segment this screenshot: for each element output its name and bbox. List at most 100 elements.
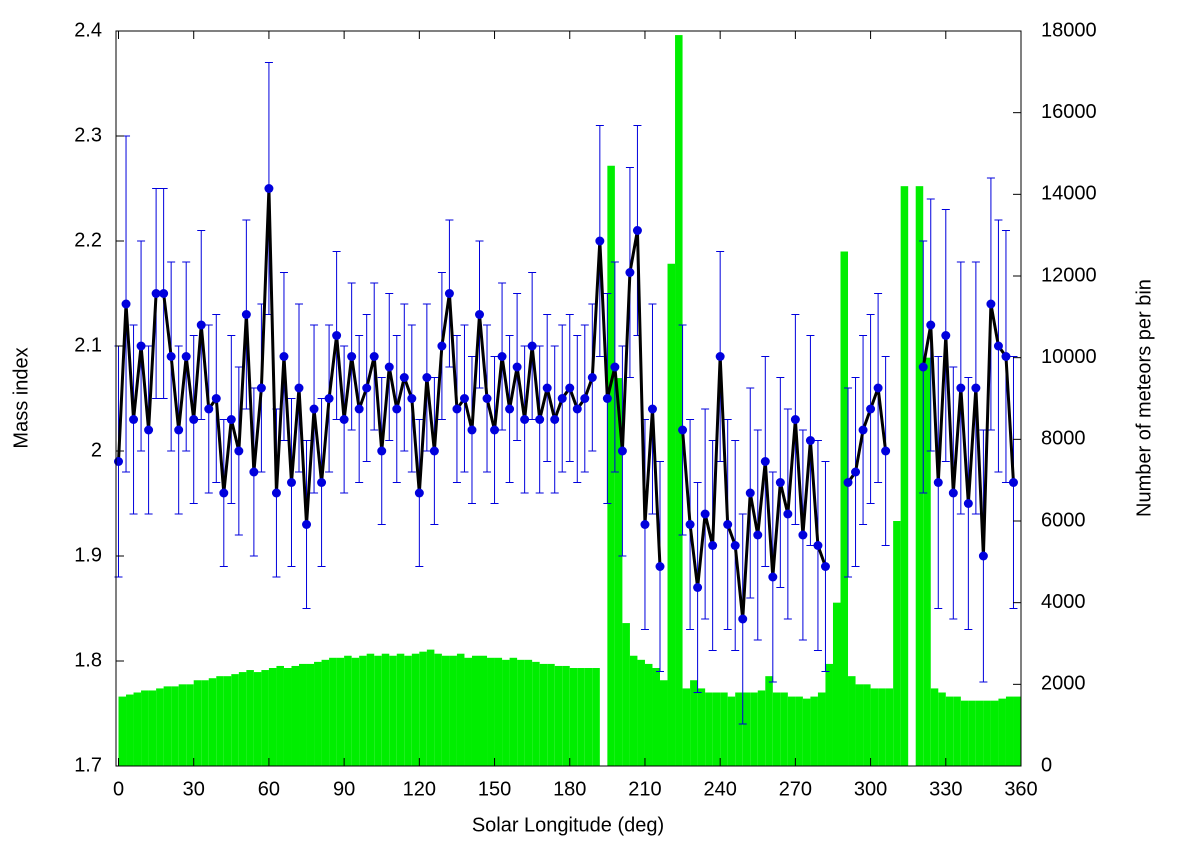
point <box>166 352 176 361</box>
point <box>971 383 981 393</box>
point <box>805 436 815 445</box>
point <box>632 226 642 235</box>
y-tick-label: 2 <box>91 439 102 461</box>
x-tick-label: 180 <box>553 778 586 800</box>
y2-tick-label: 2000 <box>1041 673 1086 695</box>
point <box>407 394 417 403</box>
point <box>362 383 372 393</box>
point <box>655 562 665 571</box>
count-bar <box>757 690 766 766</box>
count-bar <box>201 680 209 766</box>
point <box>768 572 778 582</box>
count-bar <box>682 688 691 766</box>
count-bar <box>509 657 518 766</box>
count-bar <box>374 655 382 766</box>
point <box>820 562 830 571</box>
count-bar <box>434 653 442 766</box>
count-bar <box>780 692 788 766</box>
point <box>429 446 439 456</box>
count-bar <box>464 657 472 766</box>
point <box>286 478 296 487</box>
point <box>798 530 808 540</box>
count-bar <box>171 686 179 766</box>
count-bar <box>893 521 901 766</box>
point <box>617 446 627 456</box>
y-tick-label: 2.2 <box>74 229 102 251</box>
count-bar <box>622 623 630 766</box>
point <box>843 478 853 487</box>
plot-frame <box>115 30 1022 767</box>
count-bar <box>607 165 615 766</box>
point <box>377 446 387 456</box>
point <box>775 478 785 487</box>
count-bar <box>524 659 533 766</box>
count-bar <box>705 692 713 766</box>
count-bar <box>945 696 954 766</box>
point <box>602 394 612 403</box>
point <box>151 289 161 298</box>
count-bar <box>697 688 706 766</box>
point <box>422 373 432 382</box>
point <box>738 614 748 624</box>
point <box>226 415 236 424</box>
count-bar <box>411 653 420 766</box>
count-bar <box>855 684 864 766</box>
point <box>211 394 221 403</box>
point <box>196 320 206 330</box>
point <box>993 341 1003 351</box>
count-bar <box>268 668 277 766</box>
point <box>760 457 770 466</box>
count-bar <box>193 680 202 766</box>
count-bar <box>216 676 224 766</box>
point <box>851 467 861 477</box>
point <box>452 404 462 414</box>
y-tick-label: 2.1 <box>74 334 102 356</box>
point <box>610 362 620 372</box>
x-tick-label: 0 <box>113 778 124 800</box>
point <box>520 415 530 424</box>
y2-tick-label: 14000 <box>1041 183 1097 205</box>
point <box>241 310 251 319</box>
point <box>685 520 695 529</box>
count-bar <box>569 668 578 766</box>
count-bar <box>675 35 683 767</box>
point <box>565 383 575 393</box>
point <box>723 520 733 529</box>
count-bar <box>817 692 826 766</box>
count-bar <box>471 655 480 766</box>
y2-tick-label: 16000 <box>1041 101 1097 123</box>
count-bar <box>825 663 833 766</box>
count-bar <box>299 663 307 766</box>
count-bar <box>306 663 315 766</box>
count-bar <box>396 653 405 766</box>
count-bar <box>381 653 390 766</box>
y2-tick-label: 4000 <box>1041 591 1086 613</box>
count-bar <box>930 688 939 766</box>
count-bar <box>990 700 999 766</box>
count-bar <box>547 663 555 766</box>
point <box>813 541 823 550</box>
point <box>121 299 131 309</box>
point <box>587 373 597 382</box>
point <box>647 404 657 414</box>
count-bar <box>238 672 247 766</box>
point <box>933 478 943 487</box>
point <box>941 331 951 340</box>
point <box>354 404 364 414</box>
count-bar <box>938 692 946 766</box>
mass-index-line <box>117 188 662 567</box>
count-bar <box>344 655 352 766</box>
count-bar <box>727 696 736 766</box>
point <box>437 341 447 351</box>
count-bar <box>502 659 510 766</box>
count-bar <box>366 653 375 766</box>
point <box>986 299 996 309</box>
mass-index-line <box>681 356 827 620</box>
count-bar <box>336 657 345 766</box>
point <box>339 415 349 424</box>
point <box>136 341 146 351</box>
point <box>783 509 793 519</box>
point <box>1001 352 1011 361</box>
point <box>324 394 334 403</box>
